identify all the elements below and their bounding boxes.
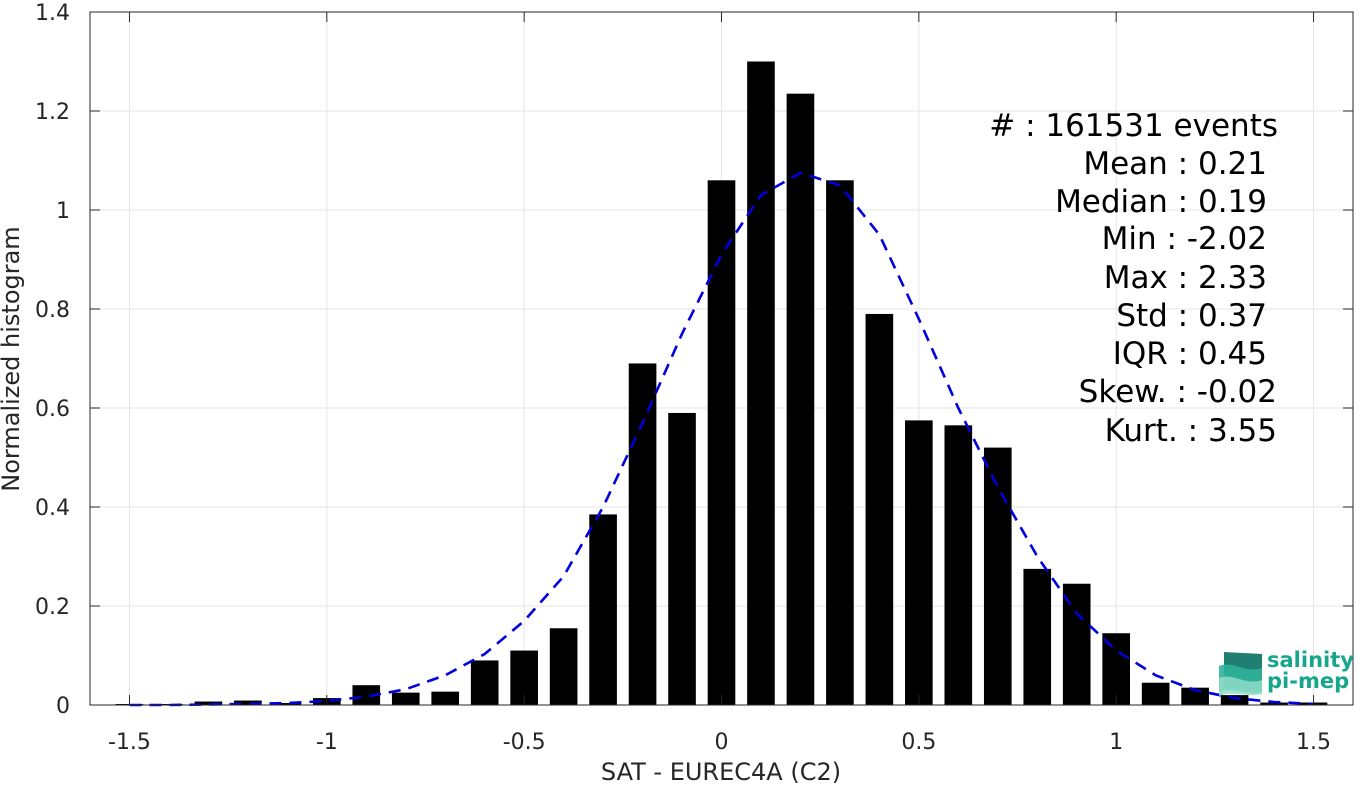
- histogram-bar: [983, 447, 1012, 705]
- stat-mean: Mean : 0.21: [1083, 146, 1267, 182]
- histogram-bar: [1023, 568, 1052, 705]
- stat-events: # : 161531 events: [989, 108, 1278, 144]
- histogram-bar: [1181, 687, 1209, 705]
- y-tick-label: 1: [56, 199, 70, 224]
- histogram-bar: [549, 628, 578, 705]
- x-axis-label: SAT - EUREC4A (C2): [601, 758, 841, 785]
- histogram-bar: [707, 180, 736, 706]
- histogram-bar: [589, 514, 617, 705]
- stat-iqr: IQR : 0.45: [1113, 336, 1267, 372]
- histogram-bar: [1141, 682, 1170, 705]
- histogram-bars: [115, 61, 1328, 706]
- histogram-bar: [391, 692, 420, 705]
- x-tick-label: 0.5: [901, 730, 936, 755]
- histogram-bar: [826, 180, 854, 706]
- x-tick-label: 1: [1109, 730, 1123, 755]
- histogram-bar: [747, 61, 775, 705]
- histogram-bar: [1102, 633, 1131, 705]
- wave-logo-icon: [1219, 652, 1262, 696]
- histogram-bar: [352, 685, 381, 705]
- histogram-bar: [470, 660, 499, 705]
- histogram-bar: [786, 93, 815, 706]
- histogram-bar: [1062, 583, 1091, 705]
- stat-kurt: Kurt. : 3.55: [1105, 413, 1277, 449]
- y-tick-label: 0: [56, 694, 70, 719]
- histogram-bar: [628, 363, 657, 705]
- x-tick-label: -1.5: [108, 730, 151, 755]
- y-tick-label: 0.2: [35, 595, 70, 620]
- stats-box: # : 161531 events Mean : 0.21 Median : 0…: [989, 108, 1278, 449]
- logo-line-2: pi-mep: [1267, 669, 1349, 693]
- y-tick-label: 0.6: [35, 397, 70, 422]
- x-tick-label: -0.5: [503, 730, 546, 755]
- histogram-bar: [865, 313, 894, 705]
- x-tick-label: 1.5: [1296, 730, 1331, 755]
- x-tick-label: 0: [715, 730, 729, 755]
- stat-median: Median : 0.19: [1055, 184, 1267, 220]
- stat-max: Max : 2.33: [1104, 260, 1267, 296]
- y-tick-label: 0.8: [35, 298, 70, 323]
- histogram-bar: [234, 700, 262, 705]
- histogram-bar: [194, 701, 223, 705]
- histogram-bar: [273, 703, 302, 705]
- y-tick-label: 1.4: [35, 1, 70, 26]
- axis-ticks: -1.5 -1 -0.5 0 0.5 1 1.5 0 0.2 0.4 0.6 0.8 1 1.2 1.4: [35, 1, 1353, 755]
- salinity-pi-mep-logo: salinity pi-mep: [1219, 648, 1354, 696]
- histogram-bar: [905, 420, 933, 705]
- y-tick-label: 0.4: [35, 496, 70, 521]
- logo-line-1: salinity: [1267, 648, 1354, 672]
- x-tick-label: -1: [316, 730, 338, 755]
- y-axis-label: Normalized histogram: [0, 226, 25, 491]
- histogram-bar: [431, 691, 460, 705]
- histogram-bar: [1260, 702, 1288, 705]
- histogram-bar: [944, 425, 973, 705]
- histogram-bar: [668, 412, 696, 705]
- y-tick-label: 1.2: [35, 100, 70, 125]
- stat-skew: Skew. : -0.02: [1079, 374, 1277, 410]
- stat-std: Std : 0.37: [1116, 298, 1267, 334]
- histogram-bar: [1220, 695, 1249, 705]
- stat-min: Min : -2.02: [1102, 221, 1267, 257]
